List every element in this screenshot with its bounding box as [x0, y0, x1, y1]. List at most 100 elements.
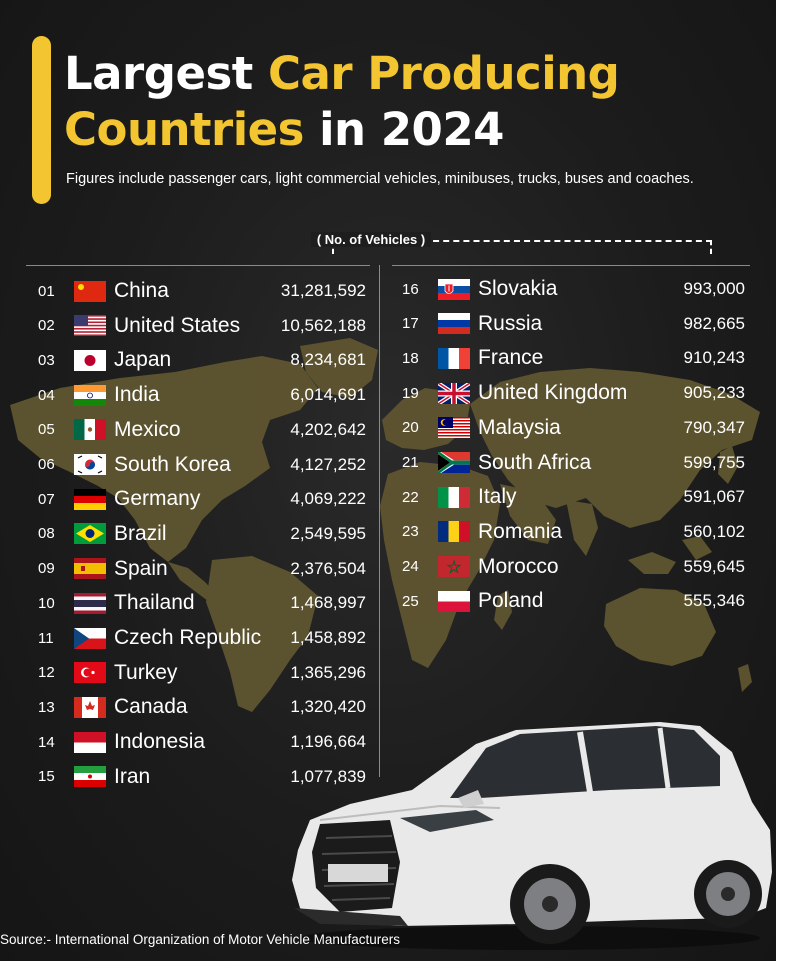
slovakia-flag: [438, 278, 470, 300]
title-accent-bar: [32, 36, 51, 204]
table-row: 23 Romania 560,102: [402, 517, 745, 547]
row-rank: 08: [38, 525, 55, 543]
row-rank: 19: [402, 384, 419, 402]
russia-flag: [438, 313, 470, 335]
indonesia-flag: [74, 731, 106, 753]
brazil-flag: [74, 523, 106, 545]
row-country: Brazil: [114, 521, 167, 545]
mexico-flag: [74, 419, 106, 441]
france-flag: [438, 347, 470, 369]
india-flag: [74, 384, 106, 406]
row-rank: 22: [402, 488, 419, 506]
table-row: 18 France 910,243: [402, 343, 745, 373]
row-value: 1,196,664: [290, 732, 366, 752]
row-rank: 05: [38, 421, 55, 439]
row-country: Malaysia: [478, 415, 561, 439]
table-row: 11 Czech Republic 1,458,892: [38, 623, 366, 653]
row-rank: 03: [38, 351, 55, 369]
row-value: 1,077,839: [290, 766, 366, 786]
title-part-2: in 2024: [303, 103, 504, 156]
title-highlight-1: Car Producing: [267, 47, 620, 100]
canada-flag: [74, 696, 106, 718]
table-row: 22 Italy 591,067: [402, 482, 745, 512]
united-kingdom-flag: [438, 382, 470, 404]
table-row: 16 Slovakia 993,000: [402, 274, 745, 304]
row-rank: 10: [38, 594, 55, 612]
row-country: Mexico: [114, 417, 181, 441]
row-country: Romania: [478, 519, 563, 543]
table-row: 07 Germany 4,069,222: [38, 484, 366, 514]
white-suv-icon: [292, 722, 772, 950]
row-value: 910,243: [683, 348, 745, 368]
row-value: 790,347: [683, 417, 745, 437]
row-value: 2,549,595: [290, 523, 366, 543]
row-country: Morocco: [478, 554, 559, 578]
right-column-divider: [392, 265, 750, 266]
row-value: 599,755: [683, 452, 745, 472]
row-rank: 16: [402, 280, 419, 298]
page-title: Largest Car Producing Countries in 2024: [64, 46, 620, 158]
row-value: 1,458,892: [290, 628, 366, 647]
table-row: 14 Indonesia 1,196,664: [38, 727, 366, 757]
row-country: South Africa: [478, 450, 592, 474]
thailand-flag: [74, 592, 106, 614]
united-states-flag: [74, 315, 106, 337]
row-country: South Korea: [114, 452, 231, 476]
table-row: 04 India 6,014,691: [38, 380, 366, 410]
japan-flag: [74, 349, 106, 371]
table-row: 12 Turkey 1,365,296: [38, 658, 366, 688]
row-rank: 14: [38, 733, 55, 751]
row-value: 31,281,592: [280, 281, 366, 300]
row-rank: 21: [402, 454, 419, 471]
table-row: 10 Thailand 1,468,997: [38, 588, 366, 618]
china-flag: [74, 280, 106, 302]
row-value: 2,376,504: [290, 558, 366, 578]
table-row: 13 Canada 1,320,420: [38, 692, 366, 722]
row-rank: 24: [402, 558, 419, 576]
table-row: 09 Spain 2,376,504: [38, 554, 366, 584]
row-value: 4,069,222: [290, 489, 366, 509]
row-rank: 23: [402, 523, 419, 541]
row-rank: 17: [402, 315, 419, 333]
row-rank: 01: [38, 282, 55, 300]
row-country: Czech Republic: [114, 626, 262, 649]
row-value: 555,346: [683, 591, 745, 611]
row-rank: 13: [38, 698, 55, 716]
row-value: 1,320,420: [290, 697, 366, 717]
row-value: 4,127,252: [290, 454, 366, 474]
table-row: 08 Brazil 2,549,595: [38, 519, 366, 549]
row-country: Spain: [114, 556, 168, 580]
south-korea-flag: [74, 454, 106, 475]
row-country: Poland: [478, 589, 544, 613]
table-row: 01 China 31,281,592: [38, 276, 366, 306]
row-rank: 02: [38, 317, 55, 335]
row-value: 1,468,997: [290, 593, 366, 613]
table-row: 24 Morocco 559,645: [402, 552, 745, 582]
romania-flag: [438, 521, 470, 543]
row-country: United Kingdom: [478, 381, 628, 405]
title-highlight-2: Countries: [64, 103, 304, 156]
row-country: Russia: [478, 311, 543, 335]
table-row: 25 Poland 555,346: [402, 586, 745, 616]
row-country: Japan: [114, 348, 172, 372]
title-part-1: Largest: [64, 47, 268, 100]
row-rank: 04: [38, 386, 55, 404]
column-separator: [379, 265, 380, 777]
row-country: Germany: [114, 487, 201, 511]
row-country: Turkey: [114, 660, 178, 684]
row-country: United States: [114, 313, 241, 337]
row-rank: 15: [38, 768, 55, 786]
table-row: 21 South Africa 599,755: [402, 448, 745, 478]
row-value: 591,067: [683, 487, 745, 507]
subtitle: Figures include passenger cars, light co…: [66, 171, 694, 187]
table-row: 03 Japan 8,234,681: [38, 345, 366, 375]
row-rank: 11: [38, 629, 54, 647]
row-rank: 06: [38, 456, 55, 473]
row-rank: 20: [402, 419, 419, 437]
row-country: Canada: [114, 695, 188, 719]
row-value: 905,233: [683, 383, 745, 403]
table-row: 15 Iran 1,077,839: [38, 762, 366, 792]
italy-flag: [438, 486, 470, 508]
table-row: 05 Mexico 4,202,642: [38, 415, 366, 445]
source-note: Source:- International Organization of M…: [0, 932, 400, 947]
